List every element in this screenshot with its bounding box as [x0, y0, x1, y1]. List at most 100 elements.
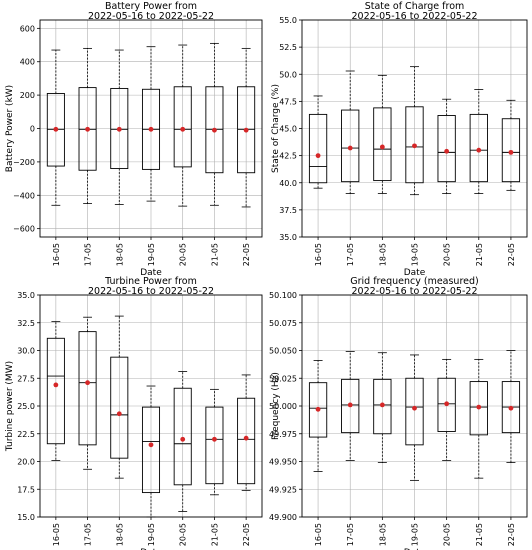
y-tick-label: 400 — [20, 58, 35, 67]
y-tick-label: 50.000 — [269, 402, 297, 411]
x-axis-label: Date — [140, 268, 162, 278]
box-18-05 — [110, 49, 129, 205]
mean-marker — [243, 435, 249, 441]
box-19-05 — [405, 66, 424, 196]
box-19-05 — [405, 354, 424, 481]
x-tick-label: 16-05 — [52, 523, 61, 546]
plot-frame — [39, 294, 263, 518]
y-tick-label: 200 — [20, 91, 35, 100]
mean-marker — [116, 126, 122, 132]
box-21-05 — [205, 388, 224, 496]
y-axis-label: Turbine power (MW) — [5, 361, 15, 452]
box-22-05 — [237, 374, 256, 491]
box-17-05 — [78, 47, 97, 205]
y-tick-label: 35.0 — [17, 291, 35, 300]
x-tick-label: 22-05 — [242, 243, 251, 266]
box-18-05 — [110, 315, 129, 479]
mean-marker — [85, 126, 90, 132]
x-tick-label: 20-05 — [179, 523, 188, 546]
x-tick-label: 21-05 — [210, 243, 219, 266]
chart-title: State of Charge from 2022-05-16 to 2022-0… — [352, 1, 478, 22]
mean-marker — [85, 380, 90, 386]
mean-marker — [347, 145, 353, 151]
x-tick-label: 18-05 — [115, 523, 124, 546]
box-22-05 — [237, 47, 256, 208]
x-tick-label: 21-05 — [210, 523, 219, 546]
y-tick-label: −200 — [13, 158, 35, 167]
mean-marker — [347, 402, 353, 408]
box-iqr — [373, 378, 392, 435]
y-tick-label: 20.0 — [17, 458, 35, 467]
box-iqr — [469, 113, 488, 183]
x-tick-label: 21-05 — [475, 523, 484, 546]
chart-panel-3: Turbine Power from 2022-05-16 to 2022-05-… — [5, 276, 263, 550]
y-tick-label: 35.0 — [279, 233, 297, 242]
box-iqr — [341, 378, 360, 434]
chart-title-line: Grid frequency (measured) — [350, 276, 479, 287]
box-22-05 — [501, 350, 521, 464]
y-tick-label: 22.5 — [17, 430, 35, 439]
box-20-05 — [437, 358, 456, 461]
box-19-05 — [141, 46, 161, 202]
box-21-05 — [469, 358, 488, 479]
box-iqr — [373, 107, 392, 182]
mean-marker — [53, 126, 59, 132]
box-iqr — [110, 356, 129, 459]
x-axis-label: Date — [140, 548, 162, 550]
y-tick-label: 49.900 — [269, 513, 297, 522]
box-19-05 — [141, 385, 161, 518]
box-20-05 — [173, 44, 192, 207]
x-tick-label: 17-05 — [84, 523, 93, 546]
y-tick-label: 52.5 — [279, 43, 297, 52]
y-tick-label: 55.0 — [279, 16, 297, 25]
chart-title-line: State of Charge from — [365, 1, 465, 12]
y-tick-label: 50.100 — [269, 291, 297, 300]
y-axis-label: Battery Power (kW) — [5, 85, 15, 172]
box-iqr — [405, 377, 424, 446]
mean-marker — [116, 411, 122, 417]
x-tick-label: 18-05 — [378, 243, 387, 266]
y-tick-label: 49.950 — [269, 458, 297, 467]
x-tick-label: 16-05 — [52, 243, 61, 266]
mean-marker — [180, 126, 186, 132]
chart-title: Battery Power from 2022-05-16 to 2022-05-… — [88, 1, 214, 22]
x-tick-label: 18-05 — [378, 523, 387, 546]
box-18-05 — [373, 352, 392, 464]
x-axis-label: Date — [404, 268, 426, 278]
box-iqr — [469, 381, 488, 436]
y-tick-label: 49.925 — [269, 485, 297, 494]
box-20-05 — [437, 98, 456, 195]
mean-marker — [476, 147, 482, 153]
mean-marker — [148, 442, 154, 448]
x-tick-label: 20-05 — [179, 243, 188, 266]
x-tick-label: 22-05 — [507, 243, 516, 266]
x-tick-label: 22-05 — [507, 523, 516, 546]
box-iqr — [405, 106, 424, 184]
chart-panel-2: State of Charge from 2022-05-16 to 2022-0… — [271, 1, 528, 278]
x-tick-label: 17-05 — [84, 243, 93, 266]
chart-title-line: Battery Power from — [105, 1, 197, 12]
chart-title-line: 2022-05-16 to 2022-05-22 — [352, 11, 478, 22]
y-tick-label: 50.050 — [269, 347, 297, 356]
y-tick-label: 47.5 — [279, 97, 297, 106]
y-tick-label: 0 — [30, 125, 35, 134]
x-tick-label: 17-05 — [346, 243, 355, 266]
box-iqr — [141, 406, 161, 494]
y-tick-label: 25.0 — [17, 402, 35, 411]
mean-marker — [315, 153, 321, 159]
y-tick-label: 37.5 — [279, 206, 297, 215]
box-iqr — [437, 115, 456, 183]
chart-panel-1: Battery Power from 2022-05-16 to 2022-05-… — [5, 1, 263, 278]
box-iqr — [173, 387, 192, 486]
chart-title-line: 2022-05-16 to 2022-05-22 — [352, 286, 478, 297]
x-tick-label: 16-05 — [314, 243, 323, 266]
x-tick-label: 22-05 — [242, 523, 251, 546]
box-iqr — [308, 113, 328, 184]
x-axis-label: Date — [404, 548, 426, 550]
y-tick-label: 49.975 — [269, 430, 297, 439]
x-tick-label: 20-05 — [443, 523, 452, 546]
mean-marker — [212, 436, 217, 442]
box-iqr — [308, 382, 328, 438]
mean-marker — [379, 144, 385, 150]
